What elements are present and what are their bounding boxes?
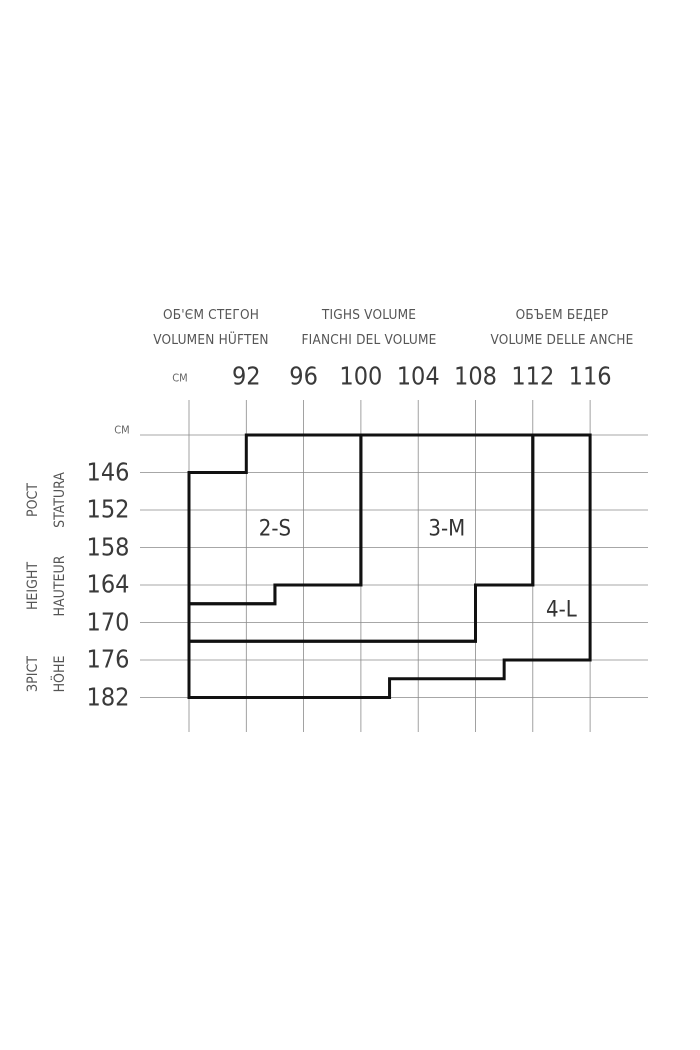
x-tick-label: 92 (231, 361, 261, 391)
y-tick-label: 176 (86, 644, 130, 674)
size-region-4-L (187, 433, 592, 699)
header-col2-line2: FIANCHI DEL VOLUME (301, 332, 437, 348)
size-label-3-M: 3-M (428, 516, 466, 542)
y-tick-label: 146 (86, 457, 130, 486)
y-tick-label: 152 (86, 494, 130, 524)
x-tick-label: 100 (339, 361, 383, 391)
size-label-4-L: 4-L (546, 597, 577, 623)
header-col3-line2: VOLUME DELLE ANCHE (490, 332, 634, 348)
x-tick-label: 96 (289, 361, 318, 391)
y-tick-label: 164 (86, 569, 130, 599)
x-tick-label: 108 (454, 361, 497, 391)
header-col1-line2: VOLUMEN HÜFTEN (153, 332, 269, 348)
header-col3-line1: ОБЪЕМ БЕДЕР (515, 307, 609, 323)
size-label-2-S: 2-S (258, 516, 292, 542)
y-tick-label: 182 (86, 682, 130, 711)
header-col1-line1: ОБ'ЄМ СТЕГОН (162, 307, 260, 323)
y-tick-label: 170 (86, 607, 130, 636)
x-unit-label: CM (172, 371, 188, 385)
x-tick-label: 116 (568, 361, 612, 391)
header-col2-line1: TIGHS VOLUME (321, 307, 417, 323)
y-tick-label: 158 (86, 532, 130, 561)
x-tick-label: 104 (396, 361, 440, 391)
y-unit-label: CM (114, 423, 130, 437)
x-tick-label: 112 (511, 361, 555, 391)
